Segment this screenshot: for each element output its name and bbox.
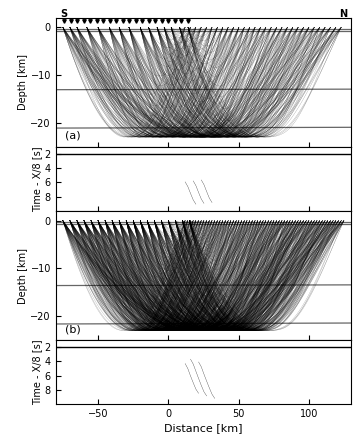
Text: (a): (a): [65, 131, 80, 141]
Text: (b): (b): [65, 324, 80, 334]
Y-axis label: Time - X/8 [s]: Time - X/8 [s]: [32, 146, 42, 212]
Text: S: S: [60, 9, 67, 19]
X-axis label: Distance [km]: Distance [km]: [164, 423, 243, 434]
Y-axis label: Time - X/8 [s]: Time - X/8 [s]: [32, 339, 42, 405]
Y-axis label: Depth [km]: Depth [km]: [18, 54, 28, 110]
Text: N: N: [339, 9, 347, 19]
Y-axis label: Depth [km]: Depth [km]: [18, 248, 28, 304]
